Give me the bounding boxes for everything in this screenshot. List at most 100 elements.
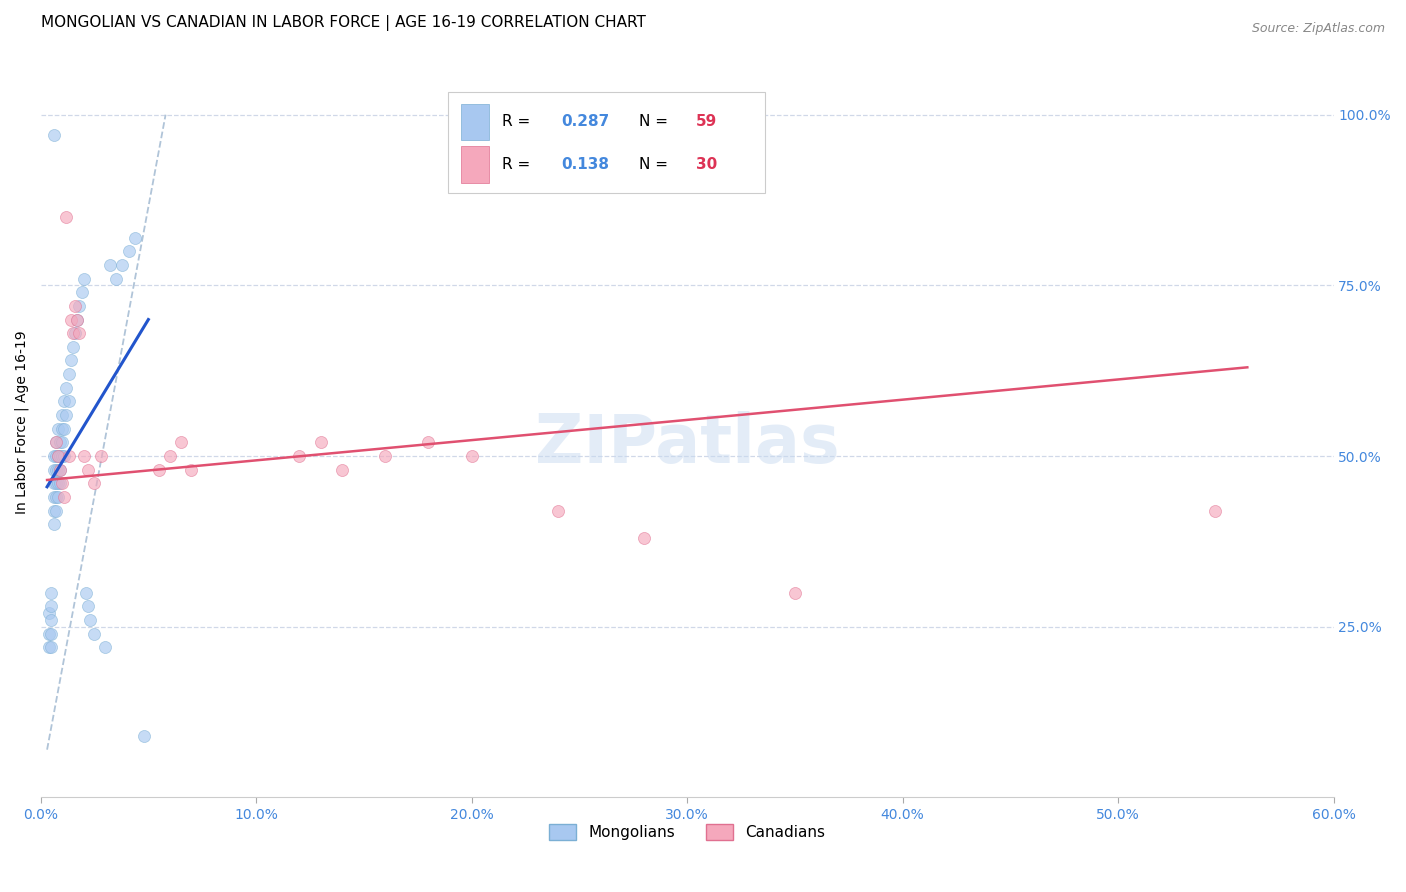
Point [51,422,73,436]
Point [46,476,69,491]
Point [1204,504,1226,518]
Point [41,599,63,614]
Point [42,128,65,143]
Point [90,449,112,463]
Point [94,640,117,655]
Point [45,449,67,463]
Point [38,640,60,655]
Point [46,449,69,463]
Point [62,340,84,354]
Point [159,449,181,463]
Point [45,435,67,450]
Point [58,449,80,463]
Text: 0.287: 0.287 [561,114,610,129]
FancyBboxPatch shape [461,146,489,183]
Point [77,463,100,477]
Point [105,271,128,285]
Point [180,463,202,477]
Point [59,312,82,326]
Point [53,422,76,436]
FancyBboxPatch shape [449,92,765,193]
Point [170,435,193,450]
Point [41,640,63,655]
Point [460,449,482,463]
Point [66,312,89,326]
Point [41,613,63,627]
Point [330,463,353,477]
Point [148,463,170,477]
Point [73,271,96,285]
Point [67,326,90,341]
Point [75,585,97,599]
Point [45,504,67,518]
Point [51,449,73,463]
Point [55,381,77,395]
Point [547,504,569,518]
Point [45,490,67,504]
Point [63,326,86,341]
Text: 59: 59 [696,114,717,129]
Point [49,435,72,450]
Point [45,463,67,477]
Point [42,449,65,463]
Point [42,490,65,504]
Point [46,449,69,463]
Point [49,463,72,477]
Point [83,476,105,491]
Point [374,449,396,463]
Text: R =: R = [502,114,536,129]
Point [45,476,67,491]
Point [53,490,76,504]
Point [132,729,155,743]
Point [49,476,72,491]
Point [55,210,77,224]
Point [111,258,134,272]
Point [41,626,63,640]
Point [42,476,65,491]
Point [53,449,76,463]
Point [67,299,90,313]
Point [79,613,101,627]
Point [38,606,60,620]
Y-axis label: In Labor Force | Age 16-19: In Labor Force | Age 16-19 [15,330,30,514]
Point [73,449,96,463]
Point [70,285,93,300]
Text: 0.138: 0.138 [561,157,610,172]
Point [46,422,69,436]
Point [42,517,65,532]
Point [309,435,332,450]
Point [42,504,65,518]
Point [288,449,311,463]
Text: R =: R = [502,157,536,172]
Text: 30: 30 [696,157,717,172]
Point [41,585,63,599]
Point [51,476,73,491]
Text: N =: N = [640,157,673,172]
Point [59,353,82,368]
Point [83,626,105,640]
Point [51,408,73,422]
FancyBboxPatch shape [461,103,489,140]
Point [49,449,72,463]
Point [58,367,80,381]
Point [42,463,65,477]
Point [118,244,141,259]
Point [38,626,60,640]
Legend: Mongolians, Canadians: Mongolians, Canadians [543,818,831,847]
Point [46,490,69,504]
Point [58,394,80,409]
Point [77,599,100,614]
Text: N =: N = [640,114,673,129]
Point [53,394,76,409]
Point [783,585,806,599]
Point [46,463,69,477]
Point [55,408,77,422]
Point [98,258,121,272]
Point [49,463,72,477]
Text: ZIPatlas: ZIPatlas [534,411,839,477]
Point [66,312,89,326]
Text: MONGOLIAN VS CANADIAN IN LABOR FORCE | AGE 16-19 CORRELATION CHART: MONGOLIAN VS CANADIAN IN LABOR FORCE | A… [41,15,645,31]
Point [51,435,73,450]
Point [63,299,86,313]
Point [633,531,655,545]
